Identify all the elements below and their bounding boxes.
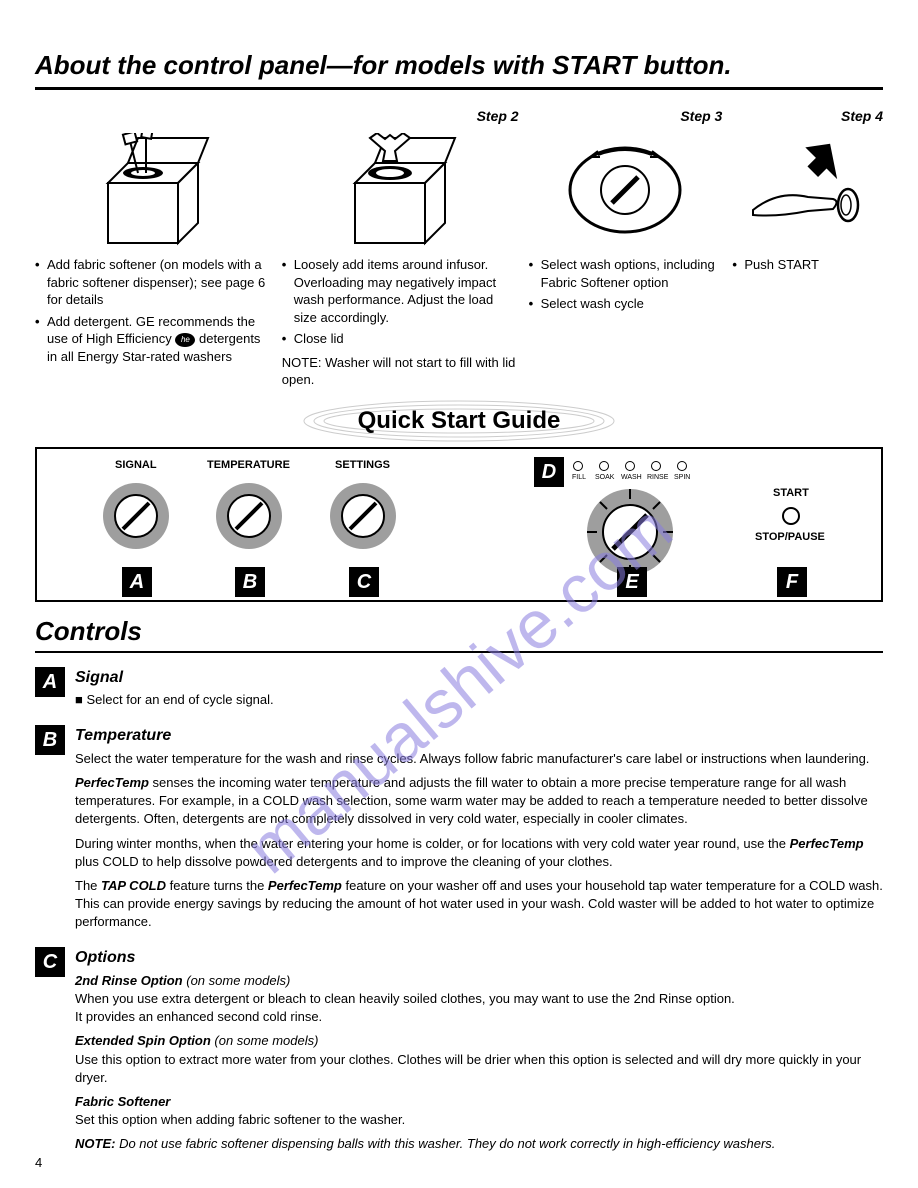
start-button[interactable] [782, 507, 800, 525]
steps-row: Add fabric softener (on models with a fa… [35, 108, 883, 389]
step-3-bullet-1: Select wash options, including Fabric So… [529, 256, 723, 291]
control-block-b: B Temperature Select the water temperature… [35, 725, 883, 937]
knob-temperature [214, 481, 284, 551]
panel-label-start: START [773, 487, 809, 499]
panel-letter-c: C [349, 567, 379, 597]
indicator-label-fill: FILL [572, 474, 586, 481]
step-1-col: Add fabric softener (on models with a fa… [35, 108, 272, 389]
panel-letter-d: D [534, 457, 564, 487]
panel-label-signal: SIGNAL [115, 459, 157, 471]
control-subheading: 2nd Rinse Option (on some models) [75, 972, 883, 990]
control-text: PerfecTemp senses the incoming water tem… [75, 774, 883, 829]
control-letter-b: B [35, 725, 65, 755]
knob-cycle [585, 487, 675, 577]
control-body-b: Temperature Select the water temperature … [75, 725, 883, 937]
indicator-label-soak: SOAK [595, 474, 614, 481]
step-1-bullet-1: Add fabric softener (on models with a fa… [35, 256, 272, 309]
step-3-col: Step 3 Select wash options, including Fa… [529, 108, 723, 389]
step-2-bullet-2: Close lid [282, 330, 519, 348]
step-1-illustration [35, 130, 272, 250]
step-2-col: Step 2 Loosely add items around infusor.… [282, 108, 519, 389]
step-1-bullet-2: Add detergent. GE recommends the use of … [35, 313, 272, 366]
indicator-label-wash: WASH [621, 474, 642, 481]
control-text: Select for an end of cycle signal. [75, 691, 883, 709]
control-block-c: C Options 2nd Rinse Option (on some models… [35, 947, 883, 1159]
step-2-illustration [282, 130, 519, 250]
control-heading-a: Signal [75, 667, 883, 689]
panel-letter-a: A [122, 567, 152, 597]
control-text: When you use extra detergent or bleach t… [75, 990, 883, 1026]
step-1-label [35, 108, 272, 126]
page-title: About the control panel—for models with … [35, 50, 883, 90]
step-4-label: Step 4 [732, 108, 883, 126]
control-letter-c: C [35, 947, 65, 977]
indicator-soak [599, 461, 609, 471]
step-3-illustration [529, 130, 723, 250]
step-2-bullet-1: Loosely add items around infusor. Overlo… [282, 256, 519, 326]
control-block-a: A Signal Select for an end of cycle signal… [35, 667, 883, 716]
step-3-bullets: Select wash options, including Fabric So… [529, 256, 723, 317]
control-text: Use this option to extract more water fr… [75, 1051, 883, 1087]
knob-signal [101, 481, 171, 551]
step-3-bullet-2: Select wash cycle [529, 295, 723, 313]
step-4-illustration [732, 130, 883, 250]
control-subheading: Extended Spin Option (on some models) [75, 1032, 883, 1050]
panel-label-stop: STOP/PAUSE [755, 531, 825, 543]
control-text: During winter months, when the water ent… [75, 835, 883, 871]
control-heading-c: Options [75, 947, 883, 969]
step-2-label: Step 2 [282, 108, 519, 126]
step-4-col: Step 4 Push START [732, 108, 883, 389]
control-body-a: Signal Select for an end of cycle signal. [75, 667, 883, 716]
step-1-bullets: Add fabric softener (on models with a fa… [35, 256, 272, 369]
step-2-note: NOTE: Washer will not start to fill with… [282, 354, 519, 389]
indicator-label-spin: SPIN [674, 474, 690, 481]
quick-start-title: Quick Start Guide [35, 407, 883, 435]
step-2-bullets: Loosely add items around infusor. Overlo… [282, 256, 519, 352]
control-letter-a: A [35, 667, 65, 697]
page-number: 4 [35, 1155, 42, 1170]
panel-letter-e: E [617, 567, 647, 597]
controls-heading: Controls [35, 616, 883, 653]
control-heading-b: Temperature [75, 725, 883, 747]
controls-list: A Signal Select for an end of cycle signal… [35, 667, 883, 1160]
control-text: Select the water temperature for the was… [75, 750, 883, 768]
he-badge-icon: he [175, 333, 195, 347]
indicator-rinse [651, 461, 661, 471]
step-4-bullet-1: Push START [732, 256, 883, 274]
panel-label-settings: SETTINGS [335, 459, 390, 471]
panel-letter-b: B [235, 567, 265, 597]
indicator-label-rinse: RINSE [647, 474, 668, 481]
control-body-c: Options 2nd Rinse Option (on some models)… [75, 947, 883, 1159]
knob-settings [328, 481, 398, 551]
control-text: The TAP COLD feature turns the PerfecTem… [75, 877, 883, 932]
indicator-fill [573, 461, 583, 471]
control-text: Set this option when adding fabric softe… [75, 1111, 883, 1129]
control-panel-diagram: SIGNAL TEMPERATURE SETTINGS D FILL SOAK … [35, 447, 883, 602]
step-4-bullets: Push START [732, 256, 883, 278]
quick-start-text: Quick Start Guide [358, 407, 561, 434]
indicator-spin [677, 461, 687, 471]
indicator-wash [625, 461, 635, 471]
step-3-label: Step 3 [529, 108, 723, 126]
panel-label-temperature: TEMPERATURE [207, 459, 290, 471]
control-subheading: Fabric Softener [75, 1093, 883, 1111]
control-note: NOTE: Do not use fabric softener dispens… [75, 1135, 883, 1153]
panel-letter-f: F [777, 567, 807, 597]
